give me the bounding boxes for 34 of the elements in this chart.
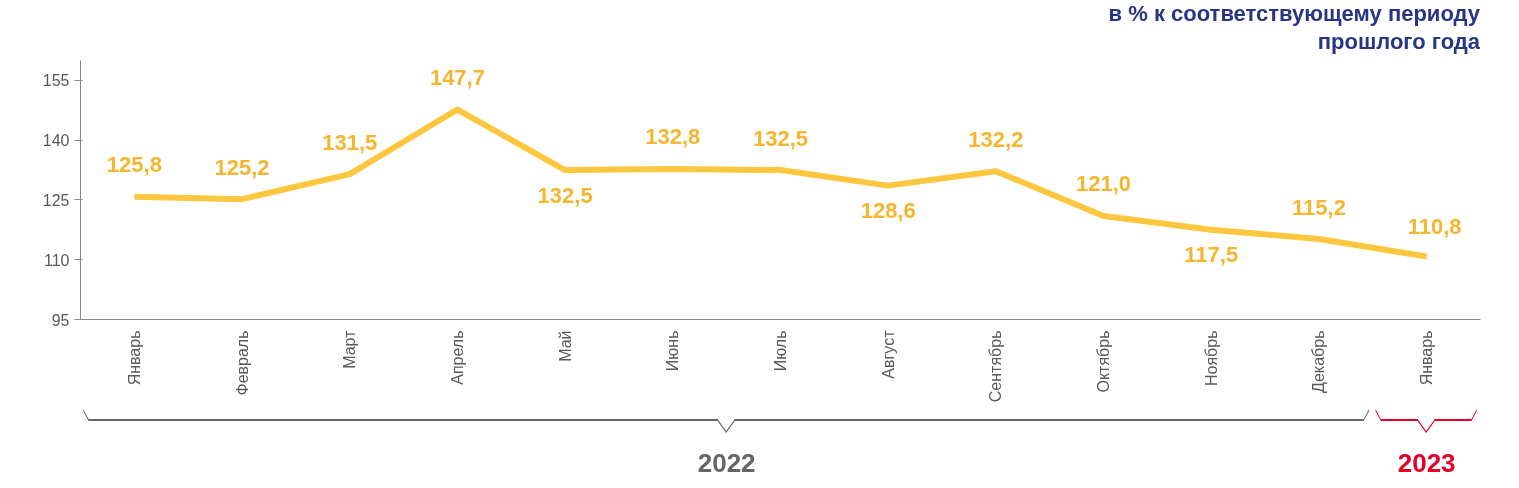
data-label: 132,2 (968, 126, 1024, 152)
text: 2023 (1397, 448, 1456, 478)
data-label: 147,7 (429, 65, 485, 91)
data-label: 132,8 (645, 124, 701, 150)
x-tick-label: Июль (772, 330, 789, 372)
y-tick-label: 95 (51, 311, 70, 329)
text: 2022 (697, 448, 756, 478)
x-tick-label: Апрель (448, 330, 466, 385)
data-label: 132,5 (537, 182, 593, 208)
data-label: 110,8 (1407, 214, 1462, 240)
data-label: 132,5 (752, 125, 809, 151)
y-tick-label: 140 (42, 132, 70, 150)
data-label: 117,5 (1184, 242, 1239, 268)
x-tick-label: Март (341, 329, 359, 369)
x-tick-label: Июнь (664, 330, 682, 372)
data-label: 121,0 (1076, 171, 1132, 197)
chart-title: в % к соответствующему периоду прошлого года (1107, 0, 1480, 56)
data-label: 125,8 (106, 152, 162, 178)
y-tick-label: 110 (43, 251, 70, 269)
data-label: 128,6 (860, 198, 916, 224)
x-tick-label: Январь (125, 330, 143, 386)
data-label: 115,2 (1292, 194, 1346, 220)
y-tick-label: 155 (42, 72, 70, 90)
x-tick-label: Ноябрь (1202, 330, 1220, 387)
x-tick-label: Февраль (233, 330, 251, 396)
x-tick-label: Сентябрь (987, 330, 1005, 403)
y-tick-label: 125 (42, 191, 70, 209)
x-tick-label: Август (879, 329, 897, 379)
x-tick-label: Октябрь (1095, 330, 1113, 393)
data-label: 125,2 (214, 154, 270, 180)
x-tick-label: Январь (1418, 330, 1436, 386)
data-label: 131,5 (322, 129, 378, 155)
x-tick-label: Май (556, 330, 574, 362)
x-tick-label: Декабрь (1310, 330, 1328, 393)
